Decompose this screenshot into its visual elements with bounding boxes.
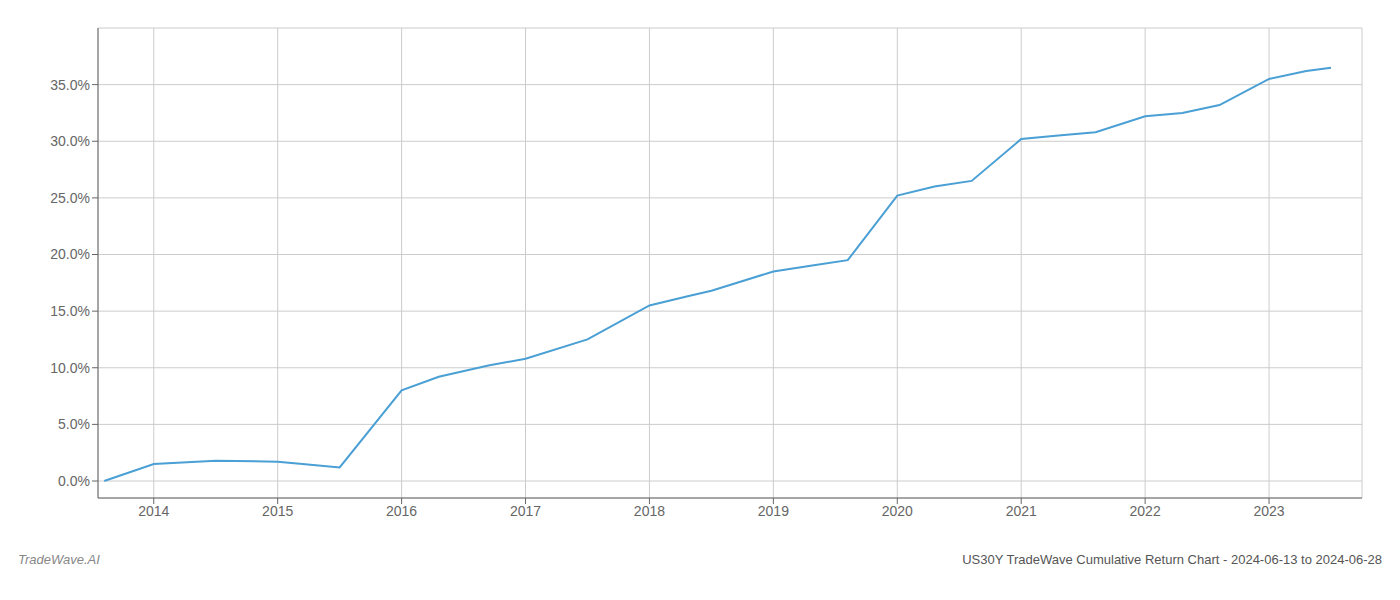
svg-text:15.0%: 15.0% xyxy=(50,303,90,319)
svg-text:20.0%: 20.0% xyxy=(50,246,90,262)
svg-text:2015: 2015 xyxy=(262,503,293,519)
svg-text:2018: 2018 xyxy=(634,503,665,519)
svg-text:2017: 2017 xyxy=(510,503,541,519)
svg-text:5.0%: 5.0% xyxy=(58,416,90,432)
svg-text:25.0%: 25.0% xyxy=(50,190,90,206)
svg-text:0.0%: 0.0% xyxy=(58,473,90,489)
svg-text:30.0%: 30.0% xyxy=(50,133,90,149)
svg-text:35.0%: 35.0% xyxy=(50,77,90,93)
svg-text:2023: 2023 xyxy=(1253,503,1284,519)
html-text:TradeWave.AI: TradeWave.AI xyxy=(18,552,100,567)
svg-text:2022: 2022 xyxy=(1130,503,1161,519)
html-text:US30Y TradeWave Cumulative Ret: US30Y TradeWave Cumulative Return Chart … xyxy=(962,552,1382,567)
svg-text:2021: 2021 xyxy=(1006,503,1037,519)
svg-text:2016: 2016 xyxy=(386,503,417,519)
svg-text:2014: 2014 xyxy=(138,503,169,519)
svg-text:10.0%: 10.0% xyxy=(50,360,90,376)
svg-text:2019: 2019 xyxy=(758,503,789,519)
svg-text:2020: 2020 xyxy=(882,503,913,519)
